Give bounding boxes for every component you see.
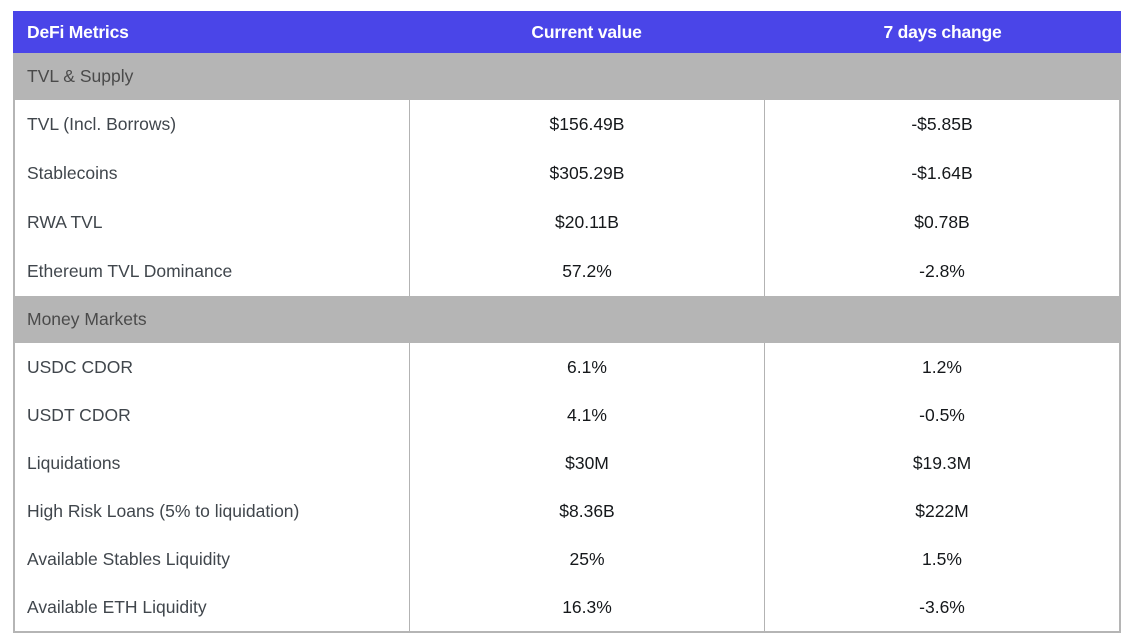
metric-label: Available ETH Liquidity xyxy=(27,596,207,617)
current-value: $30M xyxy=(409,439,764,487)
seven-day-change: -0.5% xyxy=(764,391,1119,439)
current-value: 4.1% xyxy=(409,391,764,439)
section-header-money-markets: Money Markets xyxy=(13,296,1121,343)
table-row: USDT CDOR 4.1% -0.5% xyxy=(13,391,1121,439)
table-row: Liquidations $30M $19.3M xyxy=(13,439,1121,487)
metric-label: Liquidations xyxy=(27,452,121,473)
column-header-7-days-change: 7 days change xyxy=(883,21,1002,42)
seven-day-change: $19.3M xyxy=(764,439,1119,487)
table-row: Available Stables Liquidity 25% 1.5% xyxy=(13,535,1121,583)
seven-day-change: -2.8% xyxy=(764,247,1119,296)
section-header-tvl-supply: TVL & Supply xyxy=(13,53,1121,100)
table-header-row: DeFi Metrics Current value 7 days change xyxy=(13,11,1121,53)
section-title: TVL & Supply xyxy=(27,66,134,86)
table-row: Ethereum TVL Dominance 57.2% -2.8% xyxy=(13,247,1121,296)
column-header-defi-metrics: DeFi Metrics xyxy=(27,21,129,42)
table-row: USDC CDOR 6.1% 1.2% xyxy=(13,343,1121,391)
current-value: $156.49B xyxy=(409,100,764,149)
table-row: TVL (Incl. Borrows) $156.49B -$5.85B xyxy=(13,100,1121,149)
metric-label: Stablecoins xyxy=(27,163,118,183)
current-value: 6.1% xyxy=(409,343,764,391)
current-value: $20.11B xyxy=(409,198,764,247)
seven-day-change: 1.2% xyxy=(764,343,1119,391)
table-row: High Risk Loans (5% to liquidation) $8.3… xyxy=(13,487,1121,535)
current-value: 25% xyxy=(409,535,764,583)
defi-metrics-table: DeFi Metrics Current value 7 days change… xyxy=(13,11,1121,633)
metric-label: Available Stables Liquidity xyxy=(27,548,231,569)
current-value: 57.2% xyxy=(409,247,764,296)
section-title: Money Markets xyxy=(27,309,147,329)
metric-label: USDT CDOR xyxy=(27,404,131,425)
seven-day-change: 1.5% xyxy=(764,535,1119,583)
current-value: 16.3% xyxy=(409,583,764,631)
seven-day-change: $0.78B xyxy=(764,198,1119,247)
seven-day-change: -$5.85B xyxy=(764,100,1119,149)
metric-label: Ethereum TVL Dominance xyxy=(27,261,233,281)
column-header-current-value: Current value xyxy=(531,21,642,42)
table-row: Available ETH Liquidity 16.3% -3.6% xyxy=(13,583,1121,631)
metric-label: TVL (Incl. Borrows) xyxy=(27,114,177,134)
seven-day-change: $222M xyxy=(764,487,1119,535)
metric-label: High Risk Loans (5% to liquidation) xyxy=(27,500,300,521)
seven-day-change: -$1.64B xyxy=(764,149,1119,198)
seven-day-change: -3.6% xyxy=(764,583,1119,631)
metric-label: RWA TVL xyxy=(27,212,103,232)
metric-label: USDC CDOR xyxy=(27,356,133,377)
table-row: RWA TVL $20.11B $0.78B xyxy=(13,198,1121,247)
table-row: Stablecoins $305.29B -$1.64B xyxy=(13,149,1121,198)
current-value: $8.36B xyxy=(409,487,764,535)
current-value: $305.29B xyxy=(409,149,764,198)
